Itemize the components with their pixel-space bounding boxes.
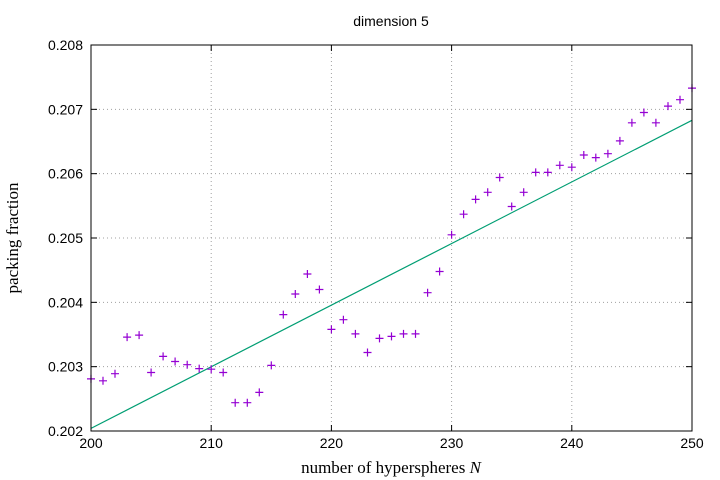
data-point [531, 168, 540, 177]
data-point [171, 357, 180, 366]
data-point [603, 149, 612, 158]
data-point [411, 329, 420, 338]
data-point [291, 290, 300, 298]
data-point [459, 210, 468, 219]
data-point [123, 333, 132, 342]
y-tick-label: 0.202 [48, 423, 83, 439]
data-point [303, 270, 312, 278]
y-tick-label: 0.204 [48, 294, 83, 310]
axis-ticks: 200 210 220 230 240 250 0.202 0.203 0.204 0.205 0.… [48, 37, 704, 451]
x-tick-label: 200 [79, 435, 103, 451]
data-point [676, 95, 684, 104]
data-point [399, 329, 408, 338]
x-tick-label: 250 [680, 435, 704, 451]
y-tick-label: 0.208 [48, 37, 83, 53]
data-point [567, 163, 576, 172]
data-point [207, 365, 216, 374]
data-point [231, 398, 240, 407]
data-point [135, 331, 144, 340]
data-point [519, 188, 528, 197]
y-axis-label: packing fraction [3, 182, 22, 293]
grid [91, 45, 692, 431]
data-point [471, 195, 480, 204]
data-point [267, 361, 276, 370]
data-point [555, 161, 564, 170]
y-tick-label: 0.207 [48, 101, 83, 117]
x-tick-label: 220 [320, 435, 344, 451]
data-point [447, 230, 456, 239]
data-point [627, 118, 636, 127]
data-point [495, 173, 504, 182]
data-point [507, 202, 516, 211]
y-tick-label: 0.206 [48, 166, 83, 182]
data-point [255, 388, 264, 397]
data-point [363, 348, 372, 357]
chart-title: dimension 5 [353, 13, 429, 29]
data-point [651, 118, 660, 127]
data-point [219, 368, 228, 377]
data-point [375, 334, 384, 343]
data-point [423, 288, 432, 297]
fit-line [90, 119, 693, 429]
data-point [543, 168, 552, 177]
data-point [99, 376, 107, 385]
data-points-series [87, 84, 696, 407]
x-tick-label: 210 [200, 435, 224, 451]
data-point [195, 364, 204, 373]
data-point [111, 369, 119, 378]
x-axis-label: number of hyperspheres N [301, 458, 483, 477]
data-point [351, 329, 360, 338]
data-point [315, 285, 324, 294]
data-point [579, 151, 588, 159]
data-point [327, 325, 336, 334]
data-point [147, 368, 156, 377]
data-point [183, 360, 192, 369]
y-tick-label: 0.205 [48, 230, 83, 246]
data-point [664, 102, 672, 111]
x-tick-label: 240 [560, 435, 584, 451]
data-point [387, 332, 396, 341]
data-point [339, 315, 348, 324]
data-point [639, 108, 648, 117]
data-point [159, 352, 168, 361]
fit-line-series [90, 119, 693, 429]
data-point [435, 267, 444, 276]
data-point [591, 153, 600, 162]
data-point [279, 310, 288, 319]
y-tick-label: 0.203 [48, 359, 83, 375]
data-point [483, 188, 492, 197]
x-tick-label: 230 [440, 435, 464, 451]
data-point [243, 398, 252, 407]
data-point [615, 136, 624, 145]
